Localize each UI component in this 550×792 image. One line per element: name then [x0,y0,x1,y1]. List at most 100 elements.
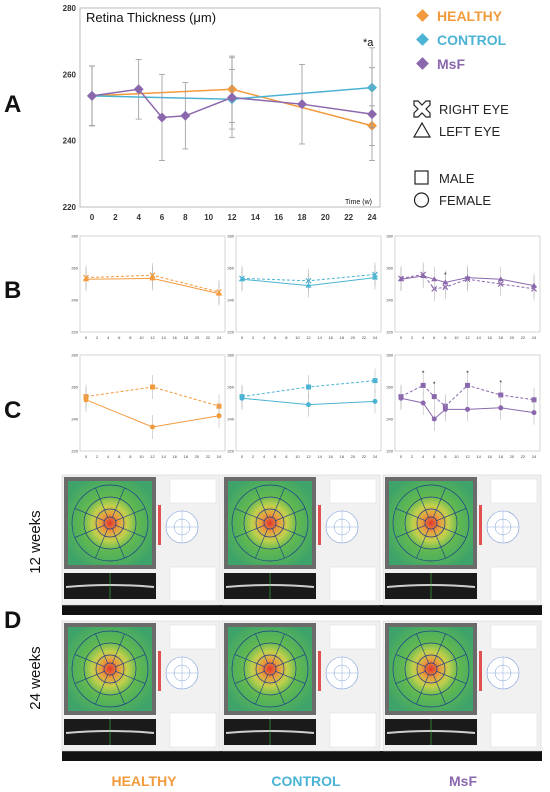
oct-scan-grid [61,474,542,761]
x-tick-label: 18 [340,454,345,459]
etdrs-spoke [234,654,265,667]
x-tick-label: 6 [274,335,277,340]
etdrs-ring [103,662,117,676]
x-tick-label: 16 [487,335,492,340]
x-tick-label: 0 [85,454,88,459]
color-scale [479,505,482,545]
etdrs-spoke [275,671,306,684]
color-scale [158,651,161,691]
etdrs-spoke [234,525,265,538]
x-tick-label: 8 [183,213,188,222]
etdrs-spoke [112,487,125,518]
x-tick-label: 20 [510,335,515,340]
etdrs-spoke [275,508,306,521]
etdrs-ring [95,508,125,538]
x-tick-label: 8 [285,335,288,340]
male-marker [420,382,426,388]
triangle-icon [412,121,432,138]
x-tick-label: 12 [150,454,155,459]
significance-marker: * [444,272,447,279]
etdrs-spoke [115,671,146,684]
etdrs-ring [392,630,470,708]
plot-frame [394,354,541,452]
etdrs-ring [83,642,137,696]
dark-separator [62,605,542,615]
left-eye-marker [531,282,537,288]
info-box [169,712,217,748]
x-tick-label: 0 [241,335,244,340]
x-tick-label: 10 [295,454,300,459]
info-box [490,624,538,650]
info-box [169,478,217,504]
etdrs-spoke [115,508,146,521]
y-tick-label: 280 [71,234,78,239]
female-marker [431,416,437,422]
x-tick-label: 18 [499,335,504,340]
female-marker [83,397,89,403]
x-tick-label: 4 [107,335,110,340]
etdrs-spoke [436,654,467,667]
female-marker [531,410,537,416]
color-scale [318,505,321,545]
etdrs-spoke [395,525,426,538]
etdrs-spoke [112,633,125,664]
etdrs-spoke [275,525,306,538]
etdrs-spoke [272,487,285,518]
etdrs-ring [416,508,446,538]
thickness-heatmap [389,627,473,711]
circle-icon [413,192,430,208]
x-tick-label: 16 [487,454,492,459]
etdrs-ring [392,484,470,562]
y-tick-label: 260 [71,385,78,390]
x-tick-label: 24 [532,335,537,340]
x-tick-label: 10 [204,213,213,222]
y-tick-label: 220 [71,449,78,454]
etdrs-spoke [255,487,268,518]
etdrs-spoke [272,633,285,664]
x-tick-label: 22 [521,454,526,459]
left-eye-marker [372,274,378,280]
x-tick-label: 2 [96,335,99,340]
x-tick-label: 2 [252,335,255,340]
left-eye-marker [420,273,427,278]
x-tick-label: 12 [306,335,311,340]
etdrs-ring [71,630,149,708]
x-tick-label: 20 [510,454,515,459]
y-tick-label: 220 [71,330,78,335]
etdrs-ring [404,496,458,550]
etdrs-spoke [436,508,467,521]
x-tick-label: 6 [118,454,121,459]
x-tick-label: 24 [217,454,222,459]
male-marker [150,384,155,390]
data-point [157,112,167,123]
etdrs-spoke [74,654,105,667]
y-tick-label: 280 [227,353,234,358]
x-tick-label: 0 [400,335,403,340]
y-tick-label: 260 [63,70,77,79]
etdrs-spoke [255,633,268,664]
x-tick-label: 4 [422,335,425,340]
x-tick-label: 12 [465,454,470,459]
x-tick-label: 6 [160,213,165,222]
plot-frame [235,354,382,452]
x-tick-label: 14 [251,213,260,222]
female-marker [398,395,404,401]
x-tick-label: 10 [454,335,459,340]
male-marker [498,392,504,398]
etdrs-spoke [436,671,467,684]
etdrs-spoke [74,671,105,684]
etdrs-ring [83,496,137,550]
x-tick-label: 8 [285,454,288,459]
etdrs-spoke [433,487,446,518]
etdrs-ring [263,662,277,676]
panel-label-c: C [4,397,21,424]
female-marker [442,406,448,412]
info-box [169,566,217,602]
data-point [297,99,307,110]
legend-right-eye: RIGHT EYE [439,102,509,117]
x-tick-label: 14 [476,335,481,340]
etdrs-ring [243,496,297,550]
